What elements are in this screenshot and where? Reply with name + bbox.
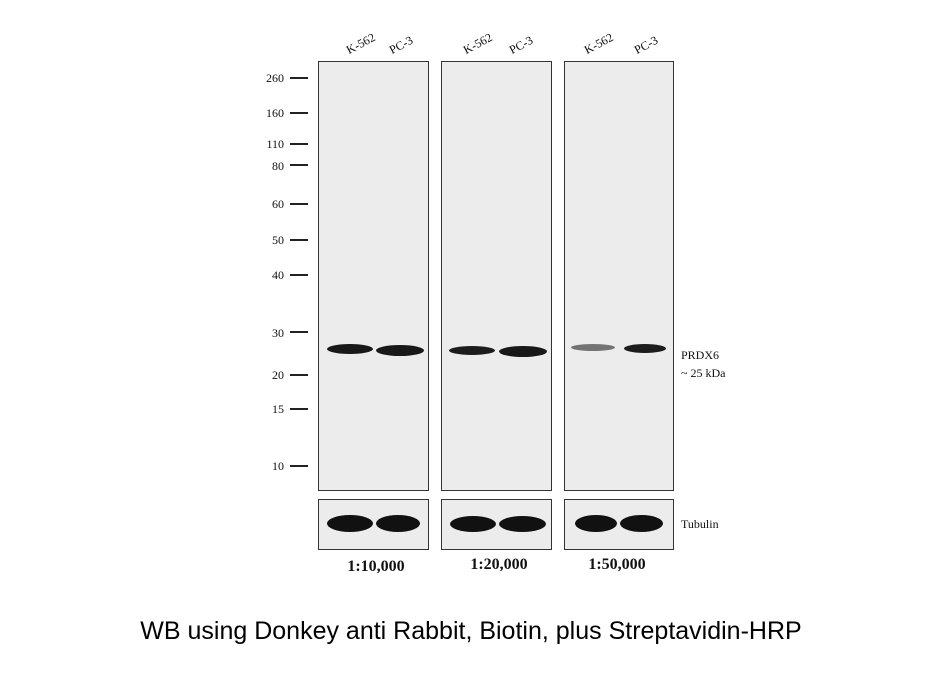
marker-tick-260 [290, 77, 308, 79]
marker-label-50: 50 [272, 233, 284, 247]
lane-label-pc3-2: PC-3 [506, 32, 536, 57]
blot-panel-2 [441, 61, 552, 491]
lane-label-k562-1: K-562 [343, 30, 378, 57]
blot-panel-1 [318, 61, 429, 491]
loading-control-label: Tubulin [681, 517, 719, 531]
tubulin-band-pc3-3 [620, 515, 663, 532]
marker-tick-40 [290, 274, 308, 276]
tubulin-band-k562-3 [575, 515, 617, 532]
marker-label-60: 60 [272, 197, 284, 211]
marker-tick-20 [290, 374, 308, 376]
tubulin-band-k562-2 [450, 516, 496, 532]
marker-tick-10 [290, 465, 308, 467]
marker-label-20: 20 [272, 368, 284, 382]
target-size-label: ~ 25 kDa [681, 366, 726, 380]
dilution-label-2: 1:20,000 [470, 556, 528, 573]
lane-label-k562-2: K-562 [460, 30, 495, 57]
tubulin-panel-3 [564, 499, 674, 550]
marker-tick-80 [290, 164, 308, 166]
marker-label-110: 110 [266, 137, 284, 151]
marker-label-260: 260 [266, 71, 284, 85]
tubulin-band-pc3-2 [499, 516, 546, 532]
marker-tick-15 [290, 408, 308, 410]
marker-label-40: 40 [272, 268, 284, 282]
lane-label-pc3-1: PC-3 [386, 32, 416, 57]
prdx6-band-k562-1 [327, 344, 373, 354]
target-name-label: PRDX6 [681, 348, 720, 362]
tubulin-panel-2 [441, 499, 552, 550]
dilution-label-3: 1:50,000 [588, 556, 646, 573]
prdx6-band-pc3-2 [499, 346, 547, 357]
marker-tick-160 [290, 112, 308, 114]
prdx6-band-k562-3 [571, 344, 615, 351]
marker-tick-50 [290, 239, 308, 241]
dilution-label-1: 1:10,000 [347, 558, 405, 575]
marker-label-10: 10 [272, 459, 284, 473]
blot-panel-3 [564, 61, 674, 491]
lane-label-pc3-3: PC-3 [631, 32, 661, 57]
figure-caption: WB using Donkey anti Rabbit, Biotin, plu… [140, 617, 802, 645]
marker-label-30: 30 [272, 326, 284, 340]
marker-tick-60 [290, 203, 308, 205]
prdx6-band-pc3-3 [624, 344, 666, 353]
prdx6-band-k562-2 [449, 346, 495, 355]
tubulin-band-pc3-1 [376, 515, 420, 532]
marker-label-160: 160 [266, 106, 284, 120]
marker-tick-110 [290, 143, 308, 145]
marker-tick-30 [290, 331, 308, 333]
marker-label-15: 15 [272, 402, 284, 416]
tubulin-band-k562-1 [327, 515, 373, 532]
prdx6-band-pc3-1 [376, 345, 424, 356]
tubulin-panel-1 [318, 499, 429, 550]
marker-label-80: 80 [272, 159, 284, 173]
lane-label-k562-3: K-562 [581, 30, 616, 57]
